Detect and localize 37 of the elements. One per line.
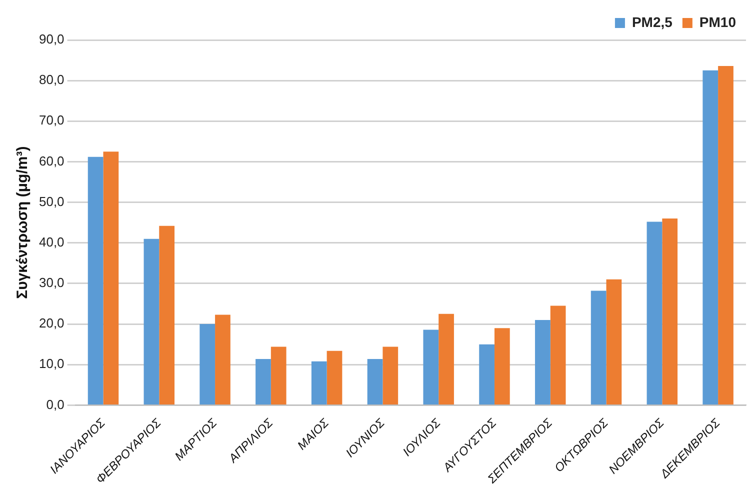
bar xyxy=(270,346,286,404)
bar xyxy=(438,314,454,404)
bar xyxy=(606,279,622,404)
bar xyxy=(662,218,678,404)
legend-label: PM10 xyxy=(699,14,736,30)
y-tick-label: 20,0 xyxy=(38,316,64,331)
bar xyxy=(144,238,160,404)
legend-label: PM2,5 xyxy=(632,14,673,30)
y-tick-label: 0,0 xyxy=(46,396,64,412)
bar xyxy=(550,306,566,404)
bar xyxy=(718,66,734,404)
bar xyxy=(311,361,327,404)
bar xyxy=(256,358,271,404)
bar xyxy=(367,358,383,404)
bar xyxy=(88,156,104,404)
bar xyxy=(494,328,510,404)
y-tick-label: 40,0 xyxy=(38,234,64,250)
bar xyxy=(535,320,550,404)
bar xyxy=(159,226,175,404)
y-axis-title: Συγκέντρωση (μg/m³) xyxy=(14,146,32,299)
bar xyxy=(103,152,119,404)
bar xyxy=(702,70,718,404)
bar xyxy=(646,222,662,404)
bar xyxy=(423,330,439,404)
y-tick-label: 30,0 xyxy=(38,275,64,290)
y-tick-label: 10,0 xyxy=(38,356,64,372)
y-tick-label: 90,0 xyxy=(38,32,64,47)
bar xyxy=(590,290,606,404)
bar xyxy=(326,350,342,404)
y-tick-label: 50,0 xyxy=(38,194,64,209)
y-tick-label: 60,0 xyxy=(38,153,64,168)
bar xyxy=(200,324,216,404)
bar xyxy=(215,314,230,404)
bar xyxy=(479,344,494,404)
y-tick-label: 70,0 xyxy=(38,112,64,128)
bar xyxy=(382,346,398,404)
y-tick-label: 80,0 xyxy=(38,72,64,88)
